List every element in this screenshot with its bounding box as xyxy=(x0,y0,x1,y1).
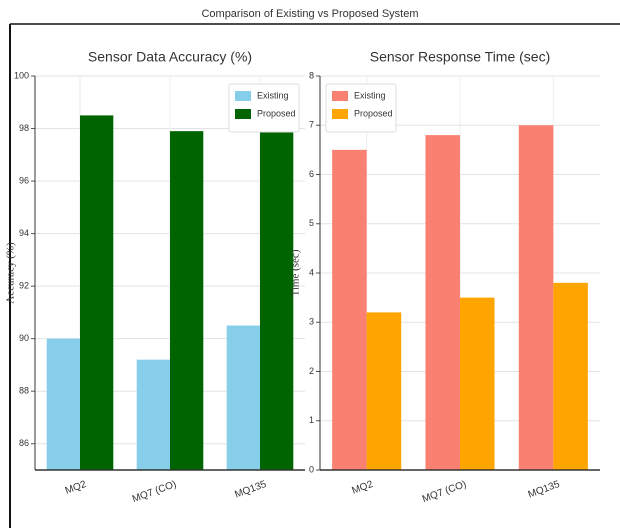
y-tick-label: 8 xyxy=(309,70,314,80)
bar xyxy=(226,325,260,470)
legend-label: Proposed xyxy=(257,108,296,118)
legend-swatch xyxy=(235,91,251,101)
figure-title: Comparison of Existing vs Proposed Syste… xyxy=(201,8,418,20)
bar xyxy=(425,135,460,470)
legend-swatch xyxy=(332,109,348,119)
legend-label: Proposed xyxy=(354,108,393,118)
y-tick-label: 94 xyxy=(19,228,29,238)
bar xyxy=(460,297,495,470)
y-tick-label: 90 xyxy=(19,333,29,343)
chart-title: Sensor Data Accuracy (%) xyxy=(88,49,252,65)
y-tick-label: 0 xyxy=(309,464,314,474)
bar xyxy=(366,312,402,470)
legend-swatch xyxy=(235,109,251,119)
y-tick-label: 4 xyxy=(309,267,314,277)
y-tick-label: 92 xyxy=(19,281,29,291)
y-axis-label: Accuracy (%) xyxy=(5,242,17,304)
chart-title: Sensor Response Time (sec) xyxy=(370,49,551,65)
bar xyxy=(46,338,80,470)
y-tick-label: 1 xyxy=(309,415,314,425)
y-axis-label: Time (sec) xyxy=(290,249,302,296)
y-tick-label: 86 xyxy=(19,438,29,448)
y-tick-label: 98 xyxy=(19,123,29,133)
bar xyxy=(136,359,170,470)
y-tick-label: 88 xyxy=(19,386,29,396)
bar xyxy=(260,131,294,470)
legend-label: Existing xyxy=(257,90,289,100)
y-tick-label: 7 xyxy=(309,120,314,130)
y-tick-label: 6 xyxy=(309,169,314,179)
y-tick-label: 2 xyxy=(309,366,314,376)
legend-label: Existing xyxy=(354,90,386,100)
legend-swatch xyxy=(332,91,348,101)
y-tick-label: 100 xyxy=(14,70,29,80)
y-tick-label: 5 xyxy=(309,218,314,228)
bar xyxy=(170,131,204,470)
bar xyxy=(553,282,588,470)
bar xyxy=(80,115,114,471)
bar xyxy=(332,149,367,470)
bar xyxy=(518,125,554,470)
y-tick-label: 96 xyxy=(19,175,29,185)
y-tick-label: 3 xyxy=(309,317,314,327)
